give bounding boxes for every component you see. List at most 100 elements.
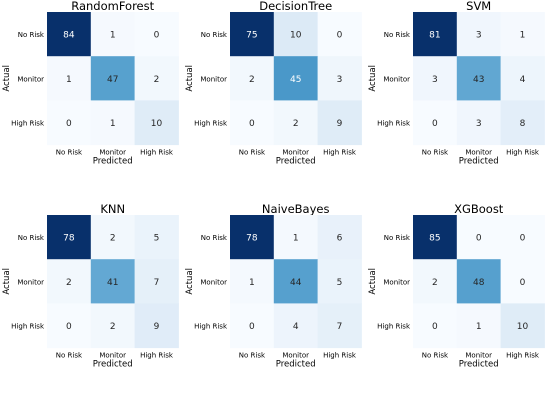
heatmap-cell xyxy=(47,12,92,57)
cell-value-label: 0 xyxy=(432,119,438,129)
cell-value-label: 5 xyxy=(154,234,160,244)
cell-value-label: 10 xyxy=(517,322,529,332)
cell-value-label: 0 xyxy=(337,31,343,41)
heatmap-cell xyxy=(413,303,458,349)
heatmap-cell xyxy=(47,303,92,349)
heatmap-cell xyxy=(273,12,319,57)
heatmap-cell xyxy=(273,303,319,349)
heatmap-cell xyxy=(317,100,362,146)
cell-value-label: 2 xyxy=(66,278,72,288)
cell-value-label: 1 xyxy=(476,322,482,332)
y-axis-label: Actual xyxy=(185,65,195,92)
cell-value-label: 0 xyxy=(520,278,526,288)
x-tick-label: Monitor xyxy=(465,352,492,360)
heatmap-cell xyxy=(317,12,362,57)
heatmap-cell xyxy=(413,215,458,260)
x-tick-label: High Risk xyxy=(323,149,357,157)
heatmap-cell xyxy=(134,56,179,101)
heatmap-cell xyxy=(230,56,275,101)
cell-value-label: 1 xyxy=(249,278,255,288)
heatmap-cell xyxy=(456,215,502,260)
x-tick-label: High Risk xyxy=(506,149,540,157)
x-tick-label: Monitor xyxy=(465,149,492,157)
heatmap-cell xyxy=(413,259,458,304)
heatmap-cell xyxy=(47,259,92,304)
heatmap-cell xyxy=(500,12,545,57)
cell-value-label: 2 xyxy=(293,119,299,129)
chart-title: RandomForest xyxy=(71,0,154,13)
cell-value-label: 7 xyxy=(337,322,343,332)
heatmap-cell xyxy=(317,215,362,260)
heatmap-cell xyxy=(456,12,502,57)
y-tick-label: Monitor xyxy=(17,278,44,286)
heatmap-cell xyxy=(134,100,179,146)
chart-title: NaiveBayes xyxy=(262,202,330,216)
y-tick-label: No Risk xyxy=(384,234,411,242)
heatmap-cell xyxy=(456,100,502,146)
cell-value-label: 7 xyxy=(154,278,160,288)
heatmap-cell xyxy=(317,56,362,101)
cell-value-label: 44 xyxy=(290,278,302,288)
cell-value-label: 3 xyxy=(476,119,482,129)
confusion-matrix-xgboost: XGBoost 85 0 0 2 48 0 0 1 10 No Risk Monitor High Ri… xyxy=(368,202,545,370)
cell-value-label: 0 xyxy=(249,322,255,332)
cell-value-label: 9 xyxy=(337,119,343,129)
cell-value-label: 4 xyxy=(520,75,526,85)
y-tick-label: High Risk xyxy=(194,323,228,331)
cell-value-label: 10 xyxy=(290,31,302,41)
x-axis-label: Predicted xyxy=(276,360,316,370)
y-axis-label: Actual xyxy=(2,65,12,92)
cell-value-label: 0 xyxy=(154,31,160,41)
cell-value-label: 85 xyxy=(429,234,440,244)
x-axis-label: Predicted xyxy=(276,157,316,167)
heatmap-cell xyxy=(134,303,179,349)
heatmap-cell xyxy=(500,303,545,349)
y-tick-label: High Risk xyxy=(377,120,411,128)
cell-value-label: 2 xyxy=(154,75,160,85)
heatmap-cell xyxy=(230,259,275,304)
heatmap-cell xyxy=(230,303,275,349)
cell-value-label: 3 xyxy=(476,31,482,41)
x-tick-label: High Risk xyxy=(140,149,174,157)
y-tick-label: Monitor xyxy=(17,75,44,83)
heatmap-cell xyxy=(317,303,362,349)
heatmap-cell xyxy=(47,56,92,101)
confusion-matrix-svm: SVM 81 3 1 3 43 4 0 3 8 No Risk Monitor High Risk No … xyxy=(368,0,545,167)
heatmap-cell xyxy=(500,100,545,146)
cell-value-label: 2 xyxy=(110,322,116,332)
chart-title: XGBoost xyxy=(454,202,504,216)
y-tick-label: Monitor xyxy=(383,75,410,83)
x-tick-label: No Risk xyxy=(422,352,449,360)
cell-value-label: 75 xyxy=(246,31,257,41)
cell-value-label: 1 xyxy=(110,119,116,129)
cell-value-label: 41 xyxy=(107,278,118,288)
y-tick-label: Monitor xyxy=(200,75,227,83)
cell-value-label: 1 xyxy=(520,31,526,41)
x-tick-label: High Risk xyxy=(140,352,174,360)
x-tick-label: Monitor xyxy=(99,352,126,360)
cell-value-label: 2 xyxy=(249,75,255,85)
y-tick-label: Monitor xyxy=(200,278,227,286)
heatmap-cell xyxy=(273,56,319,101)
cell-value-label: 6 xyxy=(337,234,343,244)
heatmap-cell xyxy=(230,12,275,57)
cell-value-label: 48 xyxy=(473,278,485,288)
confusion-matrix-decisiontree: DecisionTree 75 10 0 2 45 3 0 2 9 No Risk Monitor Hi… xyxy=(185,0,362,167)
cell-value-label: 0 xyxy=(520,234,526,244)
y-tick-label: High Risk xyxy=(377,323,411,331)
x-tick-label: Monitor xyxy=(282,352,309,360)
y-tick-label: No Risk xyxy=(384,31,411,39)
x-tick-label: High Risk xyxy=(323,352,357,360)
cell-value-label: 0 xyxy=(66,322,72,332)
cell-value-label: 78 xyxy=(63,234,75,244)
cell-value-label: 10 xyxy=(151,119,163,129)
x-tick-label: Monitor xyxy=(99,149,126,157)
cell-value-label: 0 xyxy=(66,119,72,129)
cell-value-label: 4 xyxy=(293,322,299,332)
heatmap-cell xyxy=(47,215,92,260)
y-axis-label: Actual xyxy=(2,268,12,295)
heatmap-cell xyxy=(90,56,136,101)
y-tick-label: Monitor xyxy=(383,278,410,286)
cell-value-label: 0 xyxy=(476,234,482,244)
